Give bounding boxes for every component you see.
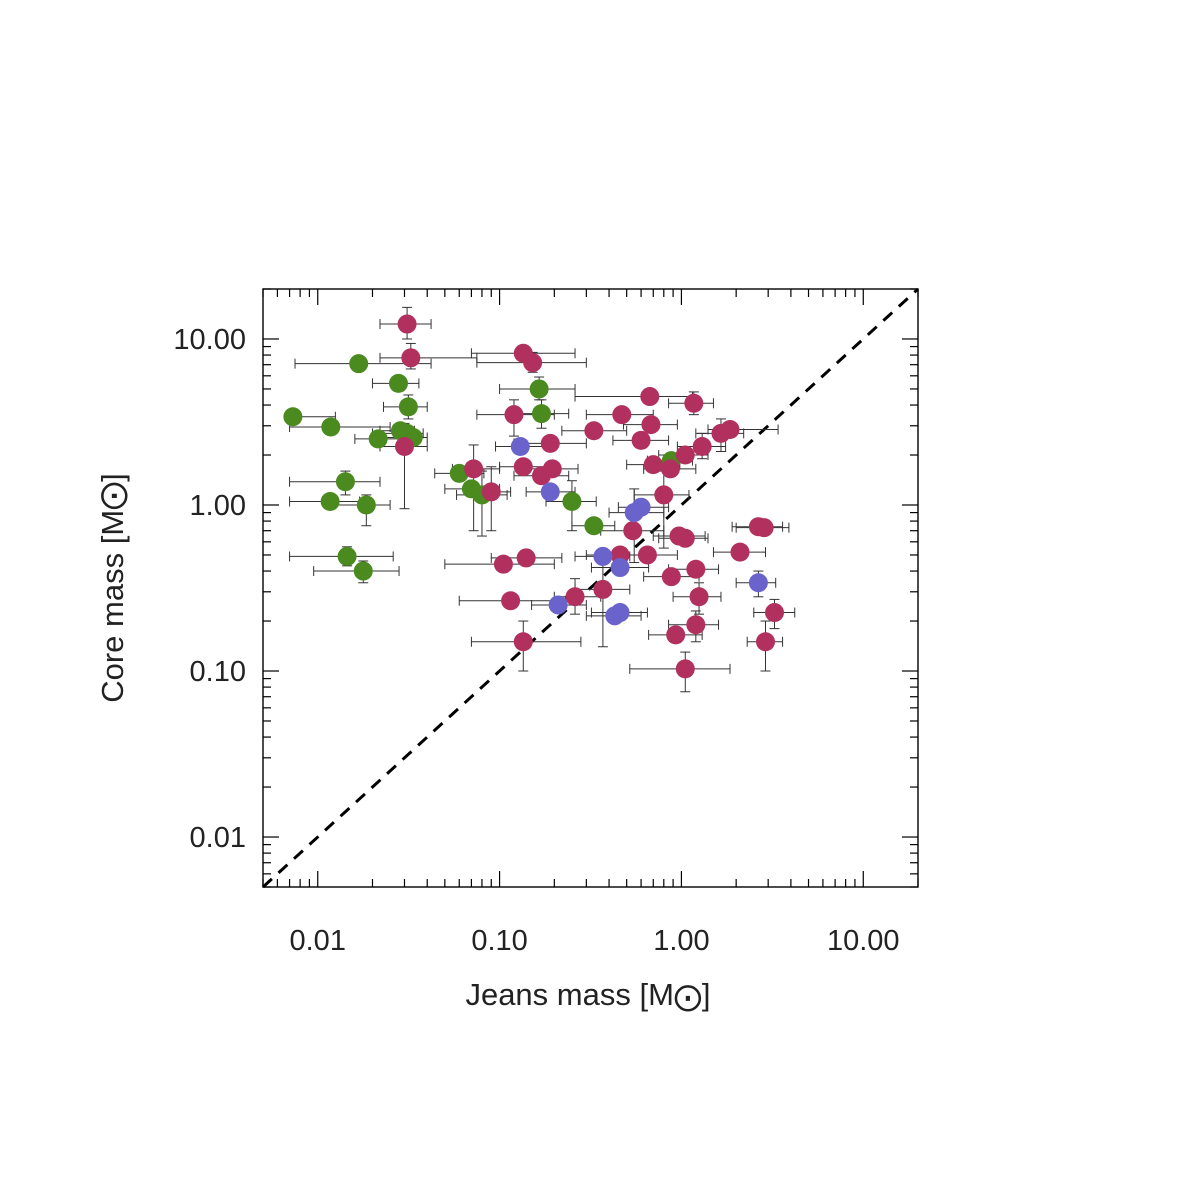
data-point-magenta [394,437,414,457]
data-point-magenta [513,457,533,477]
data-point-blue [610,558,630,578]
data-point-magenta [493,554,513,574]
data-point-magenta [641,415,661,435]
data-point-magenta [730,542,750,562]
data-point-magenta [397,314,417,334]
one-to-one-dashed-line [261,287,920,889]
data-point-green [388,373,408,393]
data-point-blue [540,482,560,502]
data-point-blue [510,437,530,457]
data-point-magenta [542,459,562,479]
data-point-magenta [637,545,657,565]
data-point-magenta [513,632,533,652]
data-point-green [398,397,418,417]
data-point-green [531,404,551,424]
data-point-blue [610,603,630,623]
data-point-magenta [643,455,663,475]
y-axis-label-text: Core mass [M [95,510,130,703]
data-point-magenta [754,518,774,538]
data-point-magenta [640,387,660,407]
data-point-blue [748,573,768,593]
data-point-magenta [686,559,706,579]
y-tick-label: 0.10 [190,656,246,688]
data-point-green [320,491,340,511]
data-point-magenta [401,348,421,368]
y-tick-label: 1.00 [190,490,246,522]
data-point-green [356,495,376,515]
data-point-magenta [540,433,560,453]
reference-line-layer [261,287,920,889]
data-point-magenta [675,659,695,679]
x-tick-label: 0.01 [290,925,346,957]
data-point-magenta [660,459,680,479]
data-point-magenta [612,405,632,425]
data-point-magenta [675,445,695,465]
x-tick-label: 10.00 [827,925,900,957]
data-point-green [337,546,357,566]
data-point-magenta [523,353,543,373]
data-point-green [584,516,604,536]
plot-frame [262,288,919,888]
x-axis-label-text: Jeans mass [M [465,977,673,1012]
data-point-green [353,561,373,581]
x-tick-label: 0.10 [471,925,527,957]
data-point-green [321,417,341,437]
data-point-magenta [684,393,704,413]
data-point-magenta [631,430,651,450]
tick-labels: 0.01 0.10 1.00 10.00 0.01 0.10 1.00 10.00 [173,324,899,957]
data-point-magenta [516,548,536,568]
data-point-magenta [584,421,604,441]
data-points [283,314,785,679]
data-point-green [368,429,388,449]
x-tick-label: 1.00 [653,925,709,957]
data-point-magenta [661,567,681,587]
data-point-green [529,379,549,399]
data-point-green [449,463,469,483]
data-point-magenta [504,405,524,425]
y-tick-label: 0.01 [190,822,246,854]
data-point-magenta [720,419,740,439]
x-axis-label: Jeans mass [M⨀] [465,977,710,1012]
data-point-magenta [765,603,785,623]
y-axis-label: Core mass [M⨀] [95,473,130,703]
data-point-magenta [689,587,709,607]
data-point-magenta [675,528,695,548]
y-tick-label: 10.00 [173,324,246,356]
data-point-green [349,354,369,374]
data-point-magenta [692,437,712,457]
data-point-blue [631,497,651,517]
data-point-green [335,472,355,492]
data-point-magenta [501,591,521,611]
data-point-blue [548,595,568,615]
data-point-magenta [686,615,706,635]
data-point-magenta [756,632,776,652]
data-point-magenta [654,485,674,505]
data-point-magenta [565,587,585,607]
data-point-blue [593,546,613,566]
data-point-magenta [666,625,686,645]
data-point-magenta [593,579,613,599]
data-point-magenta [481,482,501,502]
data-point-green [283,407,303,427]
data-point-magenta [464,459,484,479]
data-point-green [562,491,582,511]
data-point-magenta [623,521,643,541]
